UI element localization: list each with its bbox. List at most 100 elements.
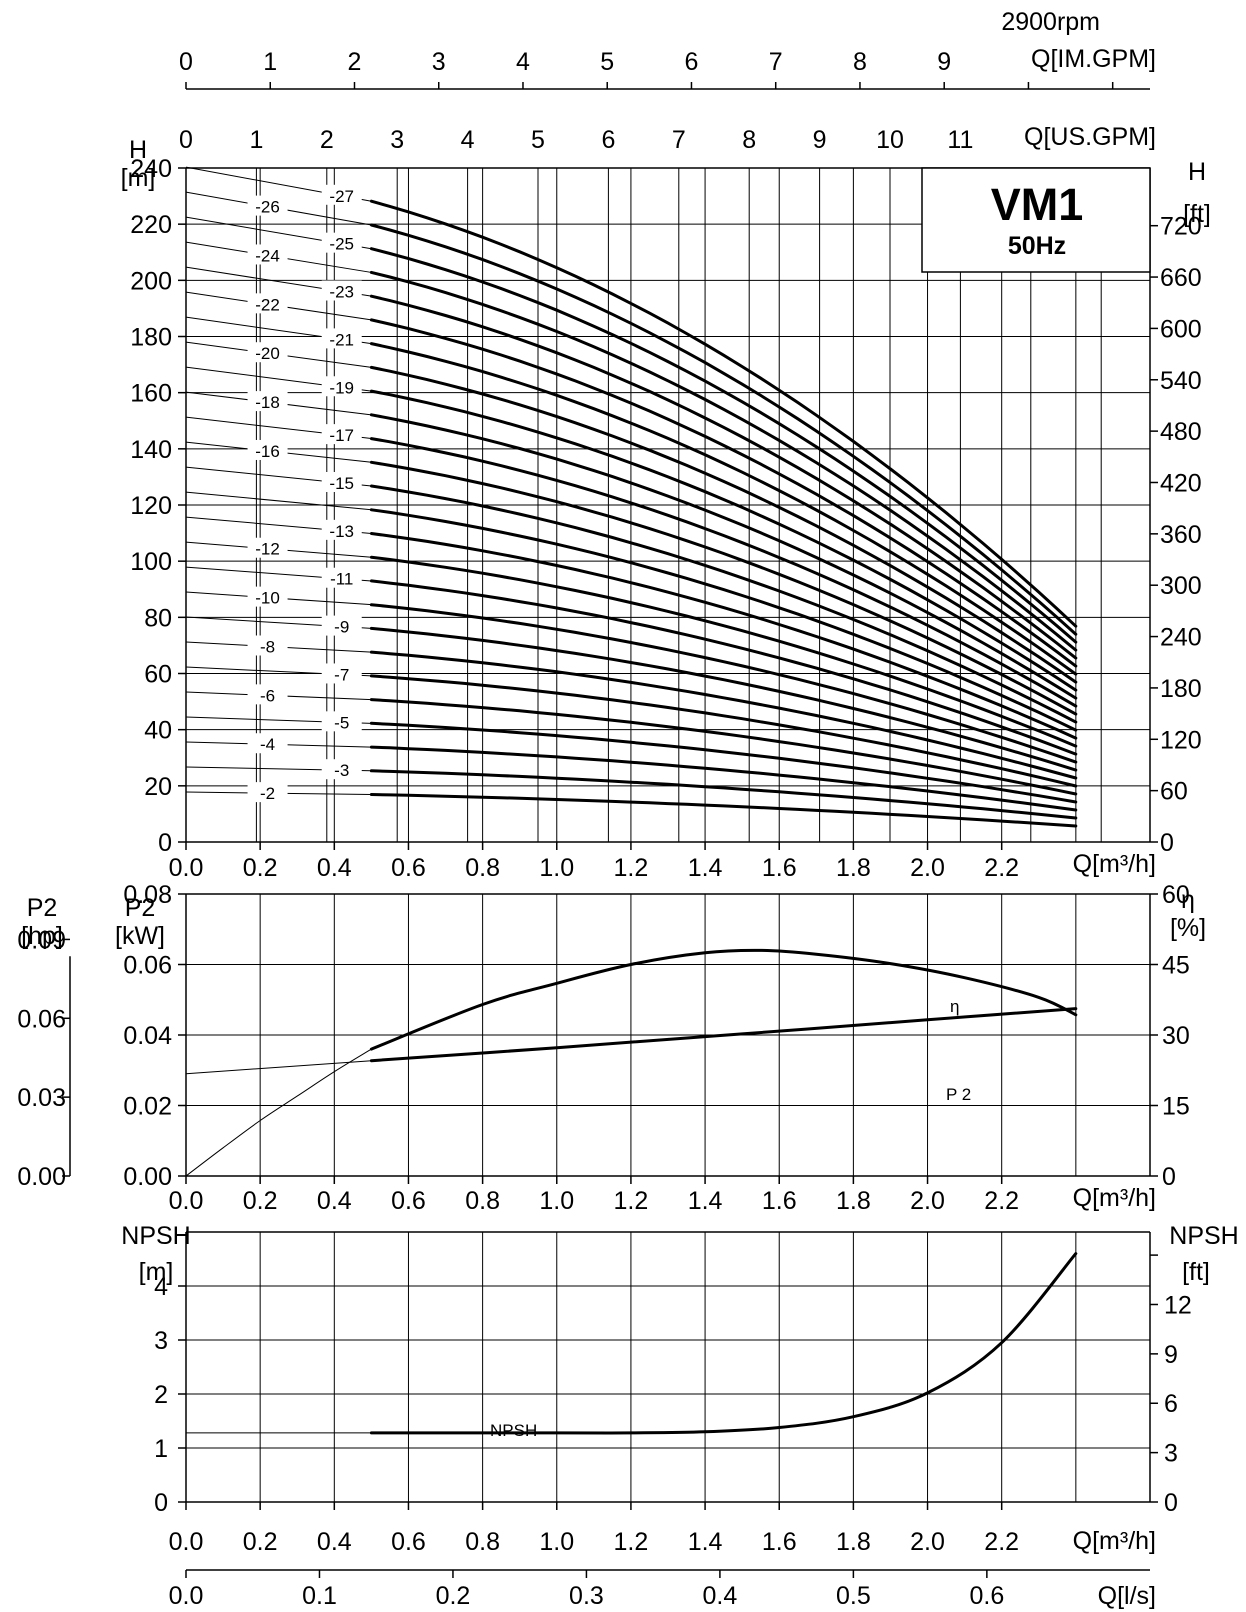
model-box xyxy=(921,167,1151,273)
npsh-left-label: NPSH xyxy=(121,1222,190,1250)
stage-label: -7 xyxy=(334,665,349,684)
power-hp-tick-label: 0.06 xyxy=(17,1005,66,1033)
npsh-x-tick-label: 1.4 xyxy=(688,1528,723,1556)
head-right-tick-label: 240 xyxy=(1160,624,1202,652)
head-curve xyxy=(369,437,1078,708)
head-curve xyxy=(369,674,1078,788)
power-x-tick-label: 1.4 xyxy=(688,1187,723,1215)
head-right-tick-label: 660 xyxy=(1160,264,1202,292)
stage-label-bg xyxy=(247,293,288,314)
npsh-x-unit: Q[m³/h] xyxy=(1073,1527,1156,1555)
p2-hp-label: P2 xyxy=(27,894,58,922)
head-x-tick-label: 1.2 xyxy=(614,854,649,882)
stage-label-bg xyxy=(247,782,288,803)
stage-label-bg xyxy=(321,711,362,732)
stage-label-bg xyxy=(321,615,362,636)
stage-label-bg xyxy=(321,328,362,349)
npsh-right-label: NPSH xyxy=(1169,1222,1238,1250)
head-curve xyxy=(369,270,1078,652)
head-panel: H [m] H [ft] 0 20 40 60 80 100 120 140 160 180 200… xyxy=(121,136,1211,882)
power-grid: 0.00 0.02 0.04 0.06 0.08 0.00 0.03 0.06 0.09 0 15 3… xyxy=(17,881,1189,1215)
head-left-tick-label: 80 xyxy=(144,604,172,632)
usgpm-tick-label: 0 xyxy=(179,126,193,154)
usgpm-tick-label: 7 xyxy=(672,126,686,154)
stage-label-bg xyxy=(321,663,362,684)
head-curve xyxy=(369,579,1078,756)
head-curve xyxy=(369,460,1078,716)
head-left-tick-label: 100 xyxy=(130,548,172,576)
npsh-right-tick-label: 12 xyxy=(1164,1291,1192,1319)
stage-label: -20 xyxy=(255,344,280,363)
head-x-tick-label: 0.0 xyxy=(169,854,204,882)
head-curve xyxy=(369,294,1078,660)
eta-unit: [%] xyxy=(1170,914,1206,942)
power-panel: P2 [hp] P2 [kW] η [%] 0.000.020.040.060.… xyxy=(17,881,1206,1215)
head-curve xyxy=(369,793,1078,828)
head-left-tick-label: 40 xyxy=(144,717,172,745)
head-right-tick-label: 60 xyxy=(1160,778,1188,806)
power-eta-tick-label: 30 xyxy=(1162,1022,1190,1050)
stage-label: -26 xyxy=(255,198,280,217)
npsh-left-tick-label: 1 xyxy=(154,1435,168,1463)
head-left-tick-label: 240 xyxy=(130,155,172,183)
ls-tick-label: 0.5 xyxy=(836,1582,871,1610)
npsh-left-tick-label: 3 xyxy=(154,1327,168,1355)
head-left-tick-label: 180 xyxy=(130,324,172,352)
npsh-curve xyxy=(369,1252,1078,1435)
npsh-left-unit: [m] xyxy=(139,1258,174,1286)
stage-label: -18 xyxy=(255,393,280,412)
ls-tick-label: 0.4 xyxy=(703,1582,738,1610)
stage-label: -22 xyxy=(255,295,280,314)
model-name: VM1 xyxy=(991,179,1084,230)
stage-label: -4 xyxy=(260,735,275,754)
power-kw-tick-label: 0.02 xyxy=(123,1093,172,1121)
head-x-tick-label: 1.4 xyxy=(688,854,723,882)
igpm-ticks: 0 1 2 3 4 5 6 7 8 9 xyxy=(179,48,1114,89)
npsh-left-tick-label: 2 xyxy=(154,1381,168,1409)
stage-label-bg xyxy=(321,232,362,253)
stage-label-bg xyxy=(247,195,288,216)
power-eta-tick-label: 15 xyxy=(1162,1093,1190,1121)
p2-curve xyxy=(369,1007,1078,1063)
p2-kw-unit: [kW] xyxy=(115,922,165,950)
usgpm-tick-label: 3 xyxy=(390,126,404,154)
stage-label-bg xyxy=(321,471,362,492)
power-x-tick-label: 0.8 xyxy=(465,1187,500,1215)
power-kw-tick-label: 0.08 xyxy=(123,881,172,909)
p2-kw-label: P2 xyxy=(125,894,156,922)
usgpm-tick-label: 10 xyxy=(876,126,904,154)
head-right-tick-label: 300 xyxy=(1160,572,1202,600)
power-x-tick-label: 1.0 xyxy=(539,1187,574,1215)
head-extrapolation-line xyxy=(185,491,372,511)
npsh-x-tick-label: 0.8 xyxy=(465,1528,500,1556)
ls-tick-label: 0.0 xyxy=(169,1582,204,1610)
head-right-tick-label: 600 xyxy=(1160,315,1202,343)
power-kw-tick-label: 0.06 xyxy=(123,952,172,980)
power-x-tick-label: 1.6 xyxy=(762,1187,797,1215)
head-x-tick-label: 2.0 xyxy=(910,854,945,882)
stage-label: -17 xyxy=(329,426,354,445)
head-curve xyxy=(369,603,1078,764)
head-curves xyxy=(185,166,1078,828)
head-x-tick-label: 0.2 xyxy=(243,854,278,882)
head-curve xyxy=(369,484,1078,724)
power-hp-tick-label: 0.09 xyxy=(17,926,66,954)
stage-label: -25 xyxy=(329,235,354,254)
usgpm-tick-label: 8 xyxy=(742,126,756,154)
npsh-x-tick-label: 0.6 xyxy=(391,1528,426,1556)
head-curve xyxy=(369,721,1078,804)
stage-label-bg xyxy=(247,684,288,705)
head-right-unit: [ft] xyxy=(1183,200,1211,228)
stage-label: -11 xyxy=(330,570,353,589)
stage-label: -27 xyxy=(329,187,354,206)
power-x-tick-label: 0.4 xyxy=(317,1187,352,1215)
head-right-tick-label: 180 xyxy=(1160,675,1202,703)
npsh-curve-label: NPSH xyxy=(490,1421,537,1440)
head-right-tick-label: 120 xyxy=(1160,726,1202,754)
head-right-tick-label: 480 xyxy=(1160,418,1202,446)
usgpm-axis-label: Q[US.GPM] xyxy=(1024,123,1156,151)
npsh-x-tick-label: 0.4 xyxy=(317,1528,352,1556)
npsh-x-tick-label: 0.0 xyxy=(169,1528,204,1556)
power-kw-tick-label: 0.04 xyxy=(123,1022,172,1050)
